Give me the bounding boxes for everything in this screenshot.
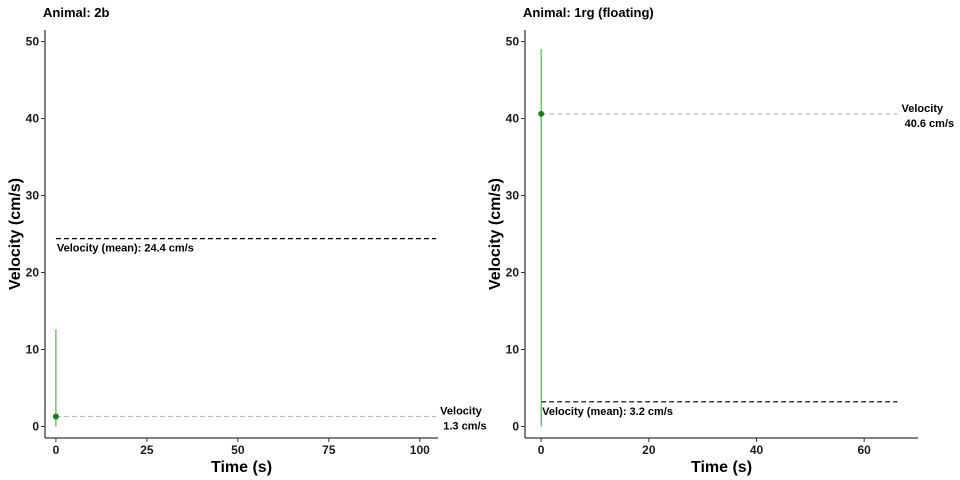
x-tick-label: 20 — [642, 443, 656, 457]
y-tick-label: 40 — [506, 112, 520, 126]
data-point — [52, 413, 59, 420]
x-tick-label: 0 — [53, 443, 60, 457]
y-tick-label: 20 — [26, 265, 40, 279]
x-tick-label: 40 — [750, 443, 764, 457]
reference-line-label: Velocity 40.6 cm/s — [902, 103, 955, 130]
data-point — [538, 110, 545, 117]
y-tick-label: 30 — [26, 189, 40, 203]
y-tick-label: 30 — [506, 189, 520, 203]
x-axis-label: Time (s) — [691, 459, 752, 476]
x-tick-label: 75 — [322, 443, 336, 457]
y-axis-label: Velocity (cm/s) — [487, 178, 504, 290]
y-tick-label: 0 — [32, 419, 39, 433]
reference-line-label: Velocity (mean): 3.2 cm/s — [542, 406, 673, 418]
x-tick-label: 0 — [538, 443, 545, 457]
x-axis-label: Time (s) — [211, 459, 272, 476]
y-tick-label: 50 — [26, 35, 40, 49]
x-tick-label: 100 — [410, 443, 430, 457]
y-tick-label: 40 — [26, 112, 40, 126]
reference-line-label: Velocity (mean): 24.4 cm/s — [57, 243, 194, 255]
y-tick-label: 50 — [506, 35, 520, 49]
y-tick-label: 20 — [506, 265, 520, 279]
y-tick-label: 0 — [512, 419, 519, 433]
x-tick-label: 60 — [857, 443, 871, 457]
y-tick-label: 10 — [26, 342, 40, 356]
panel-title: Animal: 1rg (floating) — [523, 5, 654, 20]
y-tick-label: 10 — [506, 342, 520, 356]
x-tick-label: 25 — [140, 443, 154, 457]
reference-line-label: Velocity 1.3 cm/s — [440, 405, 486, 432]
y-axis-label: Velocity (cm/s) — [7, 178, 24, 290]
chart-panel-2: Animal: 1rg (floating) 0 10 20 30 40 50 0 20 40 60… — [487, 5, 954, 476]
chart-panel-1: Animal: 2b 0 10 20 30 40 50 0 25 50 75 100 Time (s) V… — [7, 5, 487, 476]
x-tick-label: 50 — [231, 443, 245, 457]
panel-title: Animal: 2b — [43, 5, 110, 20]
